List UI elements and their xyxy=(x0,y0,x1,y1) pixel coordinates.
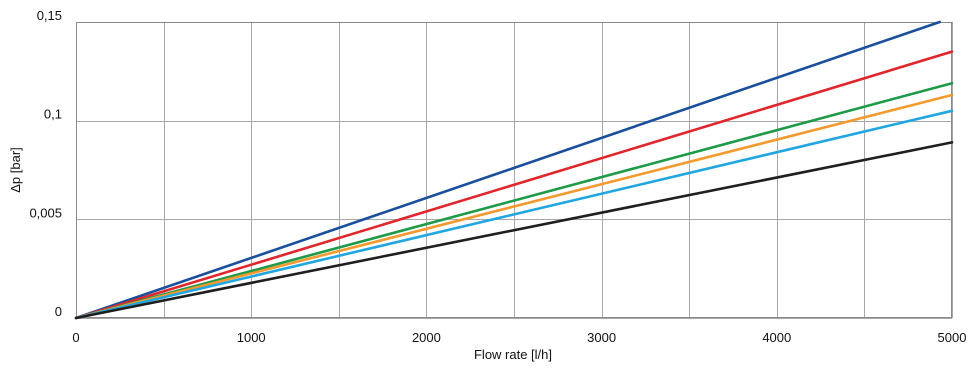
plot-border xyxy=(76,22,952,318)
series-line-4 xyxy=(74,93,954,320)
series-line-3 xyxy=(74,81,954,320)
y-tick-label: 0,15 xyxy=(37,8,62,23)
y-tick-label: 0,1 xyxy=(44,107,62,122)
x-tick-label: 0 xyxy=(72,330,79,345)
series-layer xyxy=(74,20,954,320)
x-tick-label: 2000 xyxy=(412,330,441,345)
series-line-6 xyxy=(74,141,954,320)
y-tick-labels: 0 0,005 0,1 0,15 xyxy=(29,8,62,319)
series-line-5 xyxy=(74,109,954,320)
y-tick-label: 0,005 xyxy=(29,205,62,220)
series-line-1 xyxy=(74,20,942,320)
x-tick-labels: 0 1000 2000 3000 4000 5000 xyxy=(72,330,966,345)
x-tick-label: 5000 xyxy=(938,330,967,345)
x-tick-label: 3000 xyxy=(587,330,616,345)
plot-frame xyxy=(76,22,952,318)
series-line-2 xyxy=(74,50,954,320)
x-tick-label: 4000 xyxy=(762,330,791,345)
x-axis-title: Flow rate [l/h] xyxy=(474,347,552,362)
x-tick-label: 1000 xyxy=(237,330,266,345)
y-axis-title: Δp [bar] xyxy=(8,147,23,193)
y-tick-label: 0 xyxy=(55,304,62,319)
